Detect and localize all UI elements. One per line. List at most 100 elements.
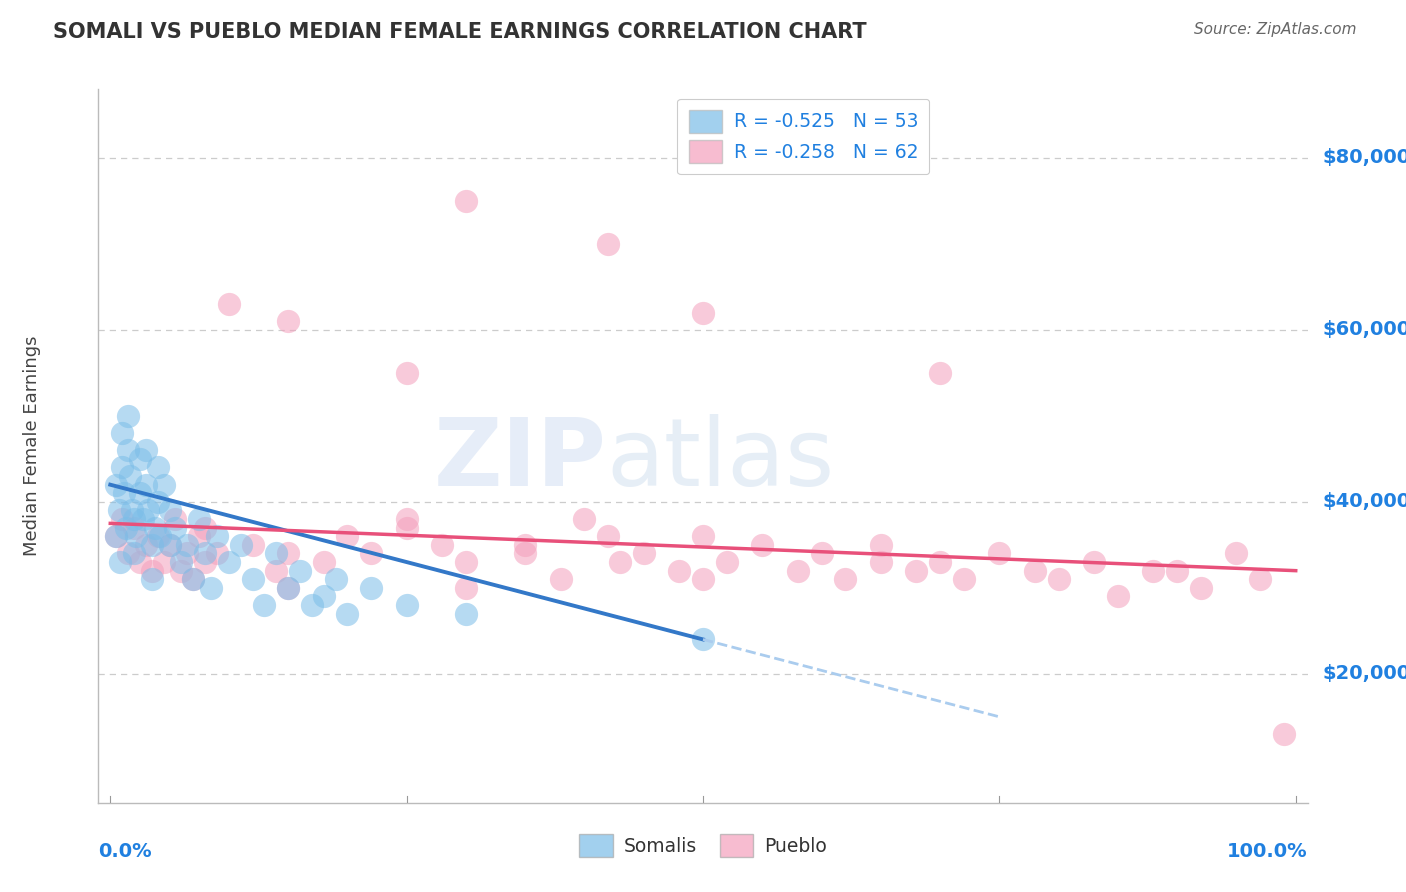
Point: [135, 538, 157, 552]
Text: $80,000: $80,000: [1322, 148, 1406, 168]
Point: [218, 555, 240, 569]
Point: [111, 426, 134, 441]
Point: [181, 572, 204, 586]
Point: [515, 546, 537, 560]
Point: [1047, 572, 1070, 586]
Point: [905, 564, 928, 578]
Point: [181, 572, 204, 586]
Point: [929, 366, 952, 380]
Point: [105, 477, 128, 491]
Point: [312, 590, 335, 604]
Text: Median Female Earnings: Median Female Earnings: [22, 335, 41, 557]
Point: [325, 572, 347, 586]
Point: [360, 581, 382, 595]
Point: [108, 555, 131, 569]
Text: atlas: atlas: [606, 414, 835, 507]
Point: [194, 546, 217, 560]
Point: [146, 460, 169, 475]
Point: [360, 546, 382, 560]
Point: [229, 538, 252, 552]
Point: [668, 564, 690, 578]
Point: [111, 512, 134, 526]
Point: [1272, 727, 1295, 741]
Point: [129, 555, 152, 569]
Point: [122, 512, 145, 526]
Point: [159, 538, 181, 552]
Point: [146, 495, 169, 509]
Point: [574, 512, 596, 526]
Point: [454, 194, 477, 208]
Point: [336, 607, 359, 621]
Text: $20,000: $20,000: [1322, 665, 1406, 683]
Point: [988, 546, 1011, 560]
Point: [205, 529, 228, 543]
Point: [146, 529, 169, 543]
Point: [135, 443, 157, 458]
Point: [117, 409, 139, 423]
Point: [454, 581, 477, 595]
Point: [515, 538, 537, 552]
Point: [716, 555, 738, 569]
Point: [165, 512, 187, 526]
Point: [188, 529, 211, 543]
Point: [810, 546, 832, 560]
Legend: Somalis, Pueblo: Somalis, Pueblo: [571, 827, 835, 864]
Text: ZIP: ZIP: [433, 414, 606, 507]
Text: 100.0%: 100.0%: [1227, 842, 1308, 861]
Point: [114, 521, 136, 535]
Point: [277, 581, 299, 595]
Point: [141, 572, 163, 586]
Point: [125, 529, 148, 543]
Point: [188, 512, 211, 526]
Point: [1225, 546, 1247, 560]
Point: [301, 598, 323, 612]
Point: [1083, 555, 1105, 569]
Point: [395, 366, 418, 380]
Point: [692, 632, 714, 647]
Point: [692, 306, 714, 320]
Point: [129, 486, 152, 500]
Point: [395, 512, 418, 526]
Text: $40,000: $40,000: [1322, 492, 1406, 511]
Point: [117, 546, 139, 560]
Point: [598, 529, 620, 543]
Point: [1189, 581, 1212, 595]
Point: [111, 460, 134, 475]
Point: [1142, 564, 1164, 578]
Point: [692, 572, 714, 586]
Point: [751, 538, 773, 552]
Point: [312, 555, 335, 569]
Point: [170, 564, 193, 578]
Point: [114, 486, 136, 500]
Point: [929, 555, 952, 569]
Point: [432, 538, 454, 552]
Point: [633, 546, 655, 560]
Point: [149, 529, 172, 543]
Point: [395, 598, 418, 612]
Point: [218, 297, 240, 311]
Point: [152, 555, 174, 569]
Text: SOMALI VS PUEBLO MEDIAN FEMALE EARNINGS CORRELATION CHART: SOMALI VS PUEBLO MEDIAN FEMALE EARNINGS …: [53, 22, 868, 42]
Point: [165, 521, 187, 535]
Point: [141, 538, 163, 552]
Point: [277, 581, 299, 595]
Point: [194, 555, 217, 569]
Point: [136, 503, 159, 517]
Point: [129, 451, 152, 466]
Point: [135, 477, 157, 491]
Text: 0.0%: 0.0%: [98, 842, 152, 861]
Point: [550, 572, 572, 586]
Point: [786, 564, 808, 578]
Point: [176, 538, 198, 552]
Point: [141, 564, 163, 578]
Point: [288, 564, 311, 578]
Point: [336, 529, 359, 543]
Point: [454, 555, 477, 569]
Point: [834, 572, 856, 586]
Point: [952, 572, 974, 586]
Point: [598, 236, 620, 251]
Text: $60,000: $60,000: [1322, 320, 1406, 340]
Text: Source: ZipAtlas.com: Source: ZipAtlas.com: [1194, 22, 1357, 37]
Point: [395, 521, 418, 535]
Point: [176, 546, 198, 560]
